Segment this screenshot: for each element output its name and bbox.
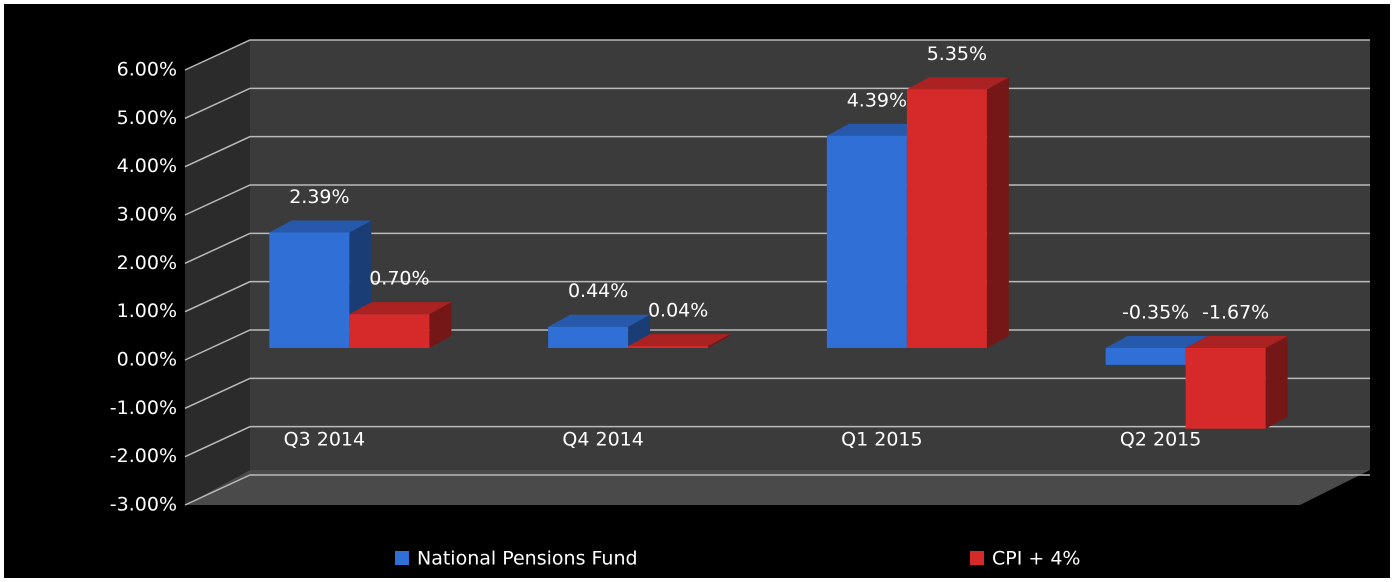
value-label: 0.04%: [648, 300, 708, 322]
bar-side: [708, 334, 731, 348]
grid-line: [184, 474, 1370, 506]
back-wall: [250, 40, 1370, 470]
y-tick-label: 6.00%: [117, 59, 177, 81]
x-tick-label: Q2 2015: [1120, 429, 1201, 451]
y-tick-label: 1.00%: [117, 300, 177, 322]
bar-top: [1105, 336, 1208, 348]
bar: [269, 232, 350, 348]
bar-side: [986, 77, 1009, 349]
y-tick-label: -2.00%: [110, 445, 177, 467]
value-label: 2.39%: [289, 186, 349, 208]
y-tick-label: -3.00%: [110, 494, 177, 516]
bar: [906, 89, 987, 349]
value-label: 0.70%: [369, 268, 429, 290]
grid-line: [184, 39, 1370, 71]
bar-top: [349, 302, 452, 315]
value-label: 0.44%: [568, 280, 628, 302]
legend-swatch: [970, 551, 984, 565]
value-label: 5.35%: [927, 43, 987, 65]
value-label: 4.39%: [847, 89, 907, 111]
grid-line: [184, 377, 1370, 410]
x-tick-label: Q4 2014: [562, 429, 643, 451]
bar: [628, 346, 709, 348]
bar: [1105, 348, 1186, 365]
y-tick-label: 3.00%: [117, 204, 177, 226]
y-tick-label: 4.00%: [117, 155, 177, 177]
grid-line: [184, 425, 1370, 458]
bar-top: [269, 220, 372, 233]
value-label: -1.67%: [1202, 302, 1269, 324]
legend-swatch: [395, 551, 409, 565]
bar-side: [1265, 336, 1288, 429]
bar: [1185, 348, 1266, 429]
side-wall: [185, 40, 250, 505]
x-tick-label: Q1 2015: [841, 429, 922, 451]
legend-label: National Pensions Fund: [417, 548, 638, 570]
x-tick-label: Q3 2014: [284, 429, 365, 451]
y-tick-label: 2.00%: [117, 252, 177, 274]
y-tick-label: 0.00%: [117, 349, 177, 371]
bar: [548, 326, 629, 348]
bar-side: [429, 302, 452, 348]
value-label: -0.35%: [1122, 302, 1189, 324]
floor: [185, 470, 1370, 505]
bar-top: [628, 334, 731, 347]
bar-top: [826, 123, 929, 136]
bar: [349, 314, 430, 348]
y-tick-label: 5.00%: [117, 107, 177, 129]
legend-label: CPI + 4%: [992, 548, 1080, 570]
bar: [826, 135, 907, 348]
bar-top: [548, 314, 651, 327]
bar-side: [628, 314, 651, 348]
bar-top: [906, 77, 1009, 90]
y-tick-label: -1.00%: [110, 397, 177, 419]
bar-top: [1185, 336, 1288, 348]
